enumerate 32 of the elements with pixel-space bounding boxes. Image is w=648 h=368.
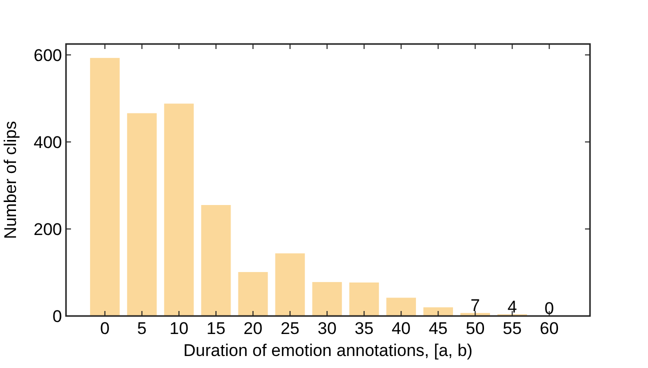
x-axis-title: Duration of emotion annotations, [a, b): [183, 341, 473, 360]
bar: [90, 58, 120, 316]
x-tick-label: 15: [206, 319, 226, 338]
bar: [127, 113, 157, 316]
bar: [164, 104, 194, 316]
x-tick-label: 50: [466, 319, 485, 338]
y-tick-label: 400: [34, 132, 62, 152]
data-label: 0: [544, 299, 554, 318]
bar: [238, 272, 268, 316]
x-tick-label: 35: [354, 319, 374, 338]
data-label: 4: [508, 297, 517, 316]
bar: [386, 298, 416, 316]
bar: [349, 282, 379, 316]
bar: [423, 307, 453, 316]
x-tick-label: 60: [540, 319, 559, 338]
bar: [201, 205, 231, 316]
x-tick-label: 55: [502, 319, 522, 338]
y-tick-label: 0: [52, 306, 62, 326]
y-tick-label: 200: [34, 220, 62, 239]
bar: [275, 253, 305, 316]
x-tick-label: 0: [100, 319, 110, 338]
x-tick-label: 5: [137, 319, 147, 338]
y-tick-label: 600: [34, 46, 62, 65]
x-tick-label: 10: [169, 319, 188, 338]
x-tick-label: 30: [318, 319, 337, 338]
x-tick-label: 25: [280, 319, 300, 338]
data-label: 7: [470, 296, 480, 315]
bar: [312, 282, 342, 316]
x-tick-label: 20: [244, 319, 262, 338]
y-axis-title: Number of clips: [1, 120, 20, 240]
x-tick-label: 45: [428, 319, 448, 338]
x-tick-label: 40: [392, 319, 411, 338]
